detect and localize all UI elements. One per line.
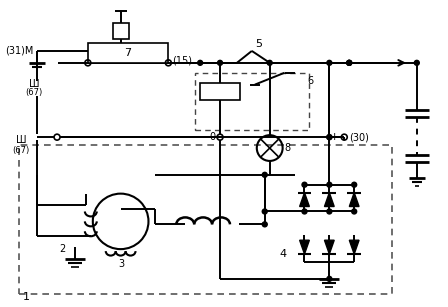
Polygon shape	[300, 240, 310, 254]
Text: (31)М: (31)М	[5, 46, 34, 56]
Circle shape	[347, 60, 352, 65]
Text: 1: 1	[23, 292, 30, 302]
Polygon shape	[324, 193, 334, 207]
Circle shape	[347, 60, 352, 65]
Circle shape	[262, 222, 267, 227]
Text: 5: 5	[255, 39, 262, 49]
Text: +: +	[330, 132, 339, 142]
Text: (67): (67)	[13, 146, 30, 154]
Bar	[195, 73, 310, 130]
Circle shape	[262, 172, 267, 177]
Circle shape	[262, 209, 267, 214]
Polygon shape	[324, 240, 334, 254]
Bar	[200, 83, 240, 100]
Circle shape	[302, 209, 307, 214]
Bar	[19, 145, 392, 294]
Bar	[113, 23, 129, 39]
Text: (30): (30)	[349, 132, 369, 142]
Circle shape	[198, 60, 202, 65]
Circle shape	[267, 60, 272, 65]
Circle shape	[327, 209, 332, 214]
Text: (15): (15)	[172, 56, 192, 66]
Text: 8: 8	[284, 143, 291, 153]
Polygon shape	[300, 193, 310, 207]
Circle shape	[414, 60, 419, 65]
Circle shape	[218, 60, 223, 65]
Polygon shape	[349, 240, 359, 254]
Polygon shape	[349, 193, 359, 207]
Text: Ш: Ш	[29, 79, 40, 89]
Text: 2: 2	[59, 244, 65, 254]
Circle shape	[327, 276, 332, 281]
Circle shape	[347, 60, 352, 65]
Text: Ш: Ш	[16, 135, 27, 145]
Circle shape	[327, 60, 332, 65]
Text: 7: 7	[125, 48, 132, 58]
Text: 6: 6	[307, 76, 314, 86]
Circle shape	[352, 209, 357, 214]
Text: 3: 3	[119, 259, 125, 269]
Circle shape	[327, 135, 332, 140]
Circle shape	[352, 182, 357, 187]
Bar	[88, 43, 168, 63]
Circle shape	[327, 135, 332, 140]
Circle shape	[327, 182, 332, 187]
Circle shape	[302, 182, 307, 187]
Text: (67): (67)	[25, 87, 43, 97]
Text: 4: 4	[280, 249, 287, 259]
Text: 0: 0	[209, 132, 215, 142]
